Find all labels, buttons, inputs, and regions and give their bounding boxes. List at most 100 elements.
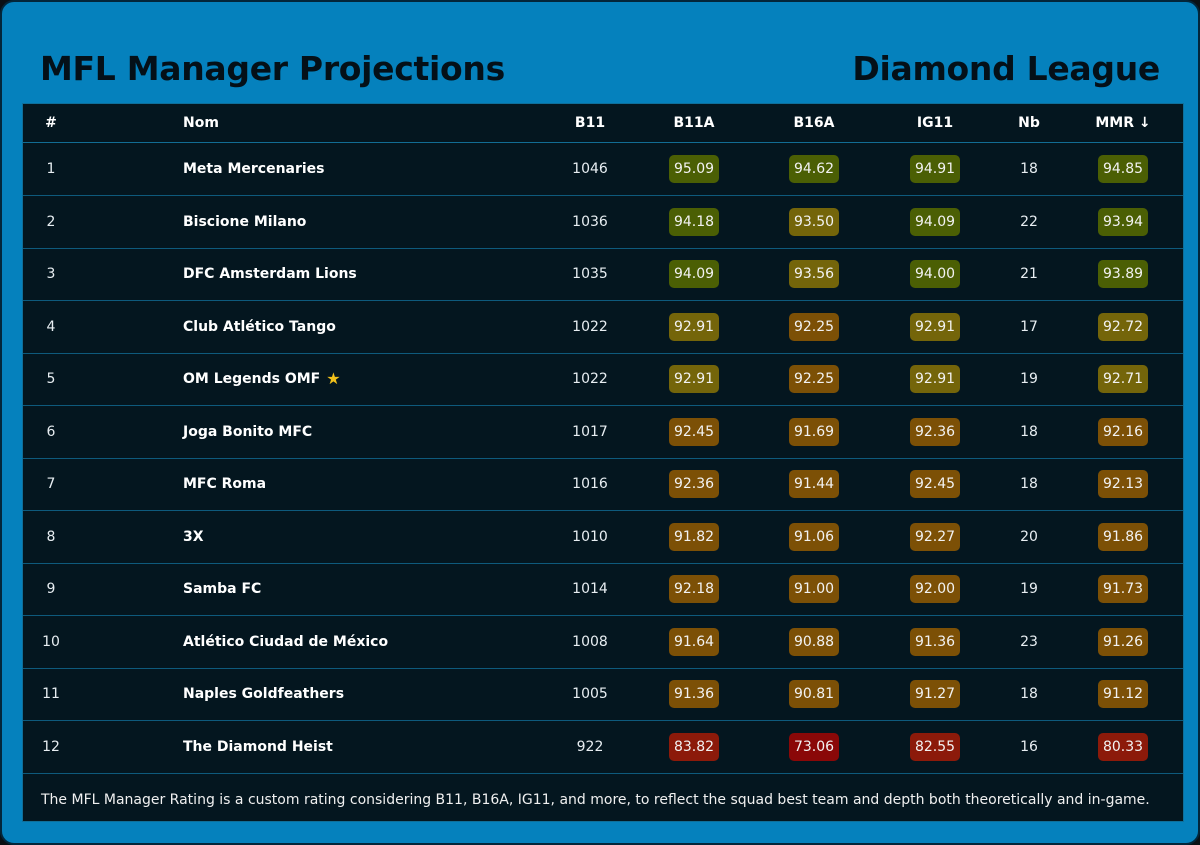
nb-cell: 18 [1020,668,1038,720]
nb-cell-text: 19 [1020,581,1038,597]
b11a-badge: 94.09 [669,260,719,288]
b11-cell-text: 1046 [572,161,608,177]
table-row[interactable]: 3 DFC Amsterdam Lions 1035 94.09 93.56 94.00 2… [23,248,1183,301]
column-header-b16a[interactable]: B16A [793,115,835,131]
table-header: # Nom B11 B11A B16A IG11 Nb MMR ↓ [23,104,1183,143]
team-name-cell: Atlético Ciudad de México [183,616,388,668]
b16a-badge: 93.50 [789,207,839,236]
column-header-mmr[interactable]: MMR ↓ [1095,115,1151,131]
rank-cell: 3 [47,248,56,300]
b11a-badge: 83.82 [669,732,719,761]
b11-cell: 922 [577,721,604,773]
b11-cell: 1035 [572,248,608,300]
table-row[interactable]: 4 Club Atlético Tango 1022 92.91 92.25 92.91 1… [23,301,1183,354]
mmr-badge: 92.16 [1098,417,1148,446]
b11-cell: 1005 [572,668,608,720]
team-name-cell-text: The Diamond Heist [183,738,333,755]
b11-cell-text: 1017 [572,423,608,440]
rank-cell-text: 3 [46,266,56,282]
mmr-badge: 92.13 [1098,470,1148,498]
mmr-badge: 91.26 [1098,627,1148,656]
b11-cell-text: 1008 [572,633,608,650]
nb-cell: 19 [1020,353,1038,405]
team-name-cell: OM Legends OMF ★ [183,353,341,405]
b11-cell-text: 1022 [572,318,608,335]
table-row[interactable]: 12 The Diamond Heist 922 83.82 73.06 82.55 16 8… [23,721,1183,774]
b16a-badge: 91.06 [789,522,839,551]
table-row[interactable]: 5 OM Legends OMF ★ 1022 92.91 92.25 92.91 19 92.… [23,353,1183,406]
ig11-badge: 92.91 [910,365,960,393]
nb-cell-text: 17 [1020,318,1038,335]
team-name-cell: MFC Roma [183,458,266,510]
column-header-b11[interactable]: B11 [574,115,606,131]
b16a-badge: 90.81 [789,680,839,708]
team-name-cell: DFC Amsterdam Lions [183,248,357,300]
b11a-badge: 91.82 [669,522,719,551]
team-name-cell: Joga Bonito MFC [183,406,312,458]
ig11-badge: 92.91 [910,312,960,341]
mmr-badge: 94.85 [1098,155,1148,183]
team-name-cell-text: Atlético Ciudad de México [183,633,389,650]
rank-cell: 5 [47,353,56,405]
b11-cell-text: 1016 [572,476,608,492]
rank-cell-text: 7 [46,476,56,492]
star-icon: ★ [326,369,341,388]
ig11-badge: 92.36 [910,417,960,446]
b11a-badge: 95.09 [669,155,719,183]
column-header-b11a[interactable]: B11A [673,115,715,131]
b11-cell-text: 1036 [572,213,608,230]
team-name-cell-text: MFC Roma [183,476,267,492]
b11a-badge: 91.36 [669,680,719,708]
rank-cell-text: 10 [42,633,60,650]
nb-cell-text: 16 [1020,738,1038,755]
table-row[interactable]: 2 Biscione Milano 1036 94.18 93.50 94.09 22 93.… [23,196,1183,249]
b11-cell-text: 922 [576,738,604,755]
team-name-cell-text: DFC Amsterdam Lions [183,266,357,282]
nb-cell-text: 23 [1020,633,1038,650]
table-row[interactable]: 10 Atlético Ciudad de México 1008 91.64 90.8… [23,616,1183,669]
ig11-badge: 94.09 [910,207,960,236]
team-name-cell-text: Naples Goldfeathers [183,686,345,702]
b16a-badge: 91.00 [789,575,839,603]
b11-cell: 1014 [572,563,608,615]
ig11-badge: 94.91 [910,155,960,183]
b16a-badge: 91.69 [789,417,839,446]
team-name-cell: The Diamond Heist [183,721,333,773]
column-header-nb[interactable]: Nb [1018,115,1040,131]
b16a-badge: 91.44 [789,470,839,498]
page-title: MFL Manager Projections [40,48,505,88]
rank-cell: 6 [47,406,56,458]
team-name-cell: Naples Goldfeathers [183,668,344,720]
mmr-badge: 92.71 [1098,365,1148,393]
column-header-ig11[interactable]: IG11 [916,115,954,131]
rank-cell-text: 11 [42,686,60,702]
table-row[interactable]: 6 Joga Bonito MFC 1017 92.45 91.69 92.36 18 92.… [23,406,1183,459]
b11a-badge: 91.64 [669,627,719,656]
table-row[interactable]: 7 MFC Roma 1016 92.36 91.44 92.45 18 92.13 [23,458,1183,511]
b16a-badge: 94.62 [789,155,839,183]
table-row[interactable]: 8 3X 1010 91.82 91.06 92.27 20 91.86 [23,511,1183,564]
nb-cell: 16 [1020,721,1038,773]
table-row[interactable]: 11 Naples Goldfeathers 1005 91.36 90.81 91.27… [23,668,1183,721]
team-name-cell-text: OM Legends OMF [183,371,321,387]
b11a-badge: 92.36 [669,470,719,498]
b11-cell-text: 1014 [572,581,608,597]
column-header-rank[interactable]: # [45,115,57,131]
nb-cell: 18 [1020,143,1038,195]
ig11-badge: 91.27 [910,680,960,708]
team-name-cell-text: Biscione Milano [183,213,307,230]
mmr-badge: 92.72 [1098,312,1148,341]
nb-cell-text: 18 [1020,161,1038,177]
rank-cell: 12 [42,721,60,773]
column-header-name[interactable]: Nom [183,115,219,131]
nb-cell-text: 22 [1020,213,1038,230]
rank-cell: 10 [42,616,60,668]
nb-cell: 18 [1020,406,1038,458]
mmr-badge: 91.86 [1098,522,1148,551]
ig11-badge: 82.55 [910,732,960,761]
table-row[interactable]: 1 Meta Mercenaries 1046 95.09 94.62 94.91 18 94… [23,143,1183,196]
rank-cell-text: 5 [46,371,56,387]
b16a-badge: 93.56 [789,260,839,288]
table-row[interactable]: 9 Samba FC 1014 92.18 91.00 92.00 19 91.73 [23,563,1183,616]
